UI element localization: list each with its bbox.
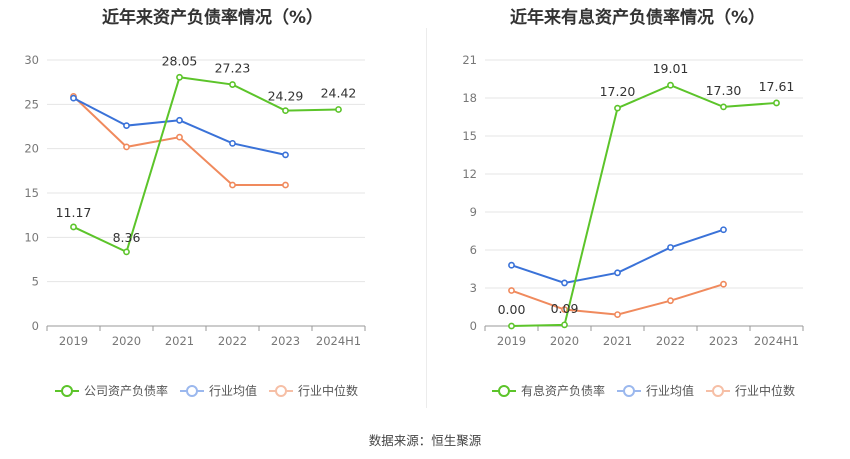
x-tick-label: 2022 <box>218 334 247 348</box>
data-point[interactable] <box>561 306 568 313</box>
data-point[interactable] <box>667 81 674 89</box>
data-label: 0.09 <box>551 301 579 316</box>
x-tick-label: 2020 <box>550 334 579 348</box>
series-line <box>73 76 339 254</box>
legend-left: 公司资产负债率 行业均值 行业中位数 <box>55 382 370 399</box>
chart-divider <box>426 28 427 408</box>
data-point[interactable] <box>229 181 236 189</box>
data-point[interactable] <box>70 223 77 231</box>
y-tick-label: 9 <box>470 205 477 219</box>
x-tick-label: 2019 <box>59 334 88 348</box>
y-tick-label: 6 <box>470 243 477 257</box>
y-tick-label: 21 <box>462 53 477 67</box>
legend-symbol-blue <box>180 384 205 397</box>
data-source: 数据来源：恒生聚源 <box>368 433 482 448</box>
x-tick-label: 2020 <box>112 334 141 348</box>
x-tick-label: 2024H1 <box>316 334 361 348</box>
data-point[interactable] <box>508 322 515 330</box>
legend-item-company-debt-ratio[interactable]: 公司资产负债率 <box>55 382 168 399</box>
data-label: 19.01 <box>653 61 689 76</box>
chart-title-right: 近年来有息资产负债率情况（%） <box>509 8 766 28</box>
legend-symbol-orange <box>706 384 731 397</box>
data-point[interactable] <box>773 99 780 107</box>
y-tick-label: 25 <box>24 97 39 111</box>
y-tick-label: 15 <box>462 129 477 143</box>
y-tick-label: 20 <box>24 142 39 156</box>
data-point[interactable] <box>508 261 515 269</box>
x-tick-label: 2024H1 <box>754 334 799 348</box>
legend-item-interest-debt-ratio[interactable]: 有息资产负债率 <box>492 382 605 399</box>
legend-label: 行业中位数 <box>298 384 359 398</box>
data-point[interactable] <box>720 226 727 234</box>
data-point[interactable] <box>123 248 130 256</box>
legend-symbol-orange <box>269 384 294 397</box>
y-tick-label: 15 <box>24 186 39 200</box>
data-point[interactable] <box>614 104 621 112</box>
data-point[interactable] <box>282 151 289 159</box>
legend-label: 行业均值 <box>209 384 258 398</box>
data-point[interactable] <box>561 279 568 287</box>
legend-label: 行业中位数 <box>735 384 796 398</box>
data-point[interactable] <box>720 280 727 288</box>
data-label: 28.05 <box>162 53 198 68</box>
legend-item-industry-median[interactable]: 行业中位数 <box>269 382 358 399</box>
y-tick-label: 18 <box>462 91 477 105</box>
data-point[interactable] <box>229 81 236 88</box>
data-label: 27.23 <box>215 61 251 76</box>
data-point[interactable] <box>229 139 236 147</box>
data-point[interactable] <box>667 297 674 305</box>
series-line <box>511 84 777 327</box>
data-point[interactable] <box>561 321 568 329</box>
data-point[interactable] <box>176 73 183 81</box>
y-tick-label: 10 <box>24 230 39 244</box>
data-point[interactable] <box>614 311 621 318</box>
legend-item-industry-avg[interactable]: 行业均值 <box>617 382 694 399</box>
y-tick-label: 12 <box>462 167 477 181</box>
data-label: 17.20 <box>600 84 636 99</box>
x-tick-label: 2021 <box>603 334 632 348</box>
x-tick-label: 2019 <box>497 334 526 348</box>
data-point[interactable] <box>123 143 130 151</box>
data-point[interactable] <box>176 133 183 141</box>
data-label: 0.00 <box>498 302 526 317</box>
data-point[interactable] <box>667 244 674 251</box>
chart-plot-left: 0 5 10 15 20 25 30 2019 2020 2021 2022 2023 2024H1 11… <box>24 53 366 348</box>
y-tick-label: 5 <box>32 275 39 289</box>
legend-symbol-green <box>492 384 516 397</box>
data-point[interactable] <box>335 106 342 113</box>
data-point[interactable] <box>282 107 289 115</box>
legend-item-industry-median[interactable]: 行业中位数 <box>706 382 795 399</box>
data-point[interactable] <box>720 103 727 111</box>
data-point[interactable] <box>123 122 130 130</box>
data-point[interactable] <box>70 94 77 102</box>
chart-plot-right: 0 3 6 9 12 15 18 21 2019 2020 2021 2022 2023 2024H1 0.… <box>462 53 804 348</box>
legend-label: 有息资产负债率 <box>521 384 606 398</box>
y-tick-label: 0 <box>32 319 39 333</box>
x-tick-label: 2021 <box>165 334 194 348</box>
x-tick-label: 2023 <box>709 334 738 348</box>
y-tick-label: 30 <box>24 53 39 67</box>
legend-right: 有息资产负债率 行业均值 行业中位数 <box>492 382 807 399</box>
data-label: 17.61 <box>759 79 795 94</box>
data-label: 24.29 <box>268 89 304 104</box>
x-tick-label: 2022 <box>656 334 685 348</box>
legend-label: 行业均值 <box>646 384 695 398</box>
y-tick-label: 0 <box>470 319 477 333</box>
chart-title-left: 近年来资产负债率情况（%） <box>101 8 324 28</box>
series-line <box>511 283 724 316</box>
data-point[interactable] <box>282 181 289 189</box>
data-label: 8.36 <box>113 230 141 245</box>
data-point[interactable] <box>508 287 515 294</box>
data-label: 17.30 <box>706 83 742 98</box>
data-label: 24.42 <box>321 85 357 100</box>
legend-symbol-green <box>55 384 79 397</box>
data-label: 11.17 <box>56 205 92 220</box>
data-point[interactable] <box>176 116 183 124</box>
x-tick-label: 2023 <box>271 334 300 348</box>
data-point[interactable] <box>614 269 621 277</box>
legend-item-industry-avg[interactable]: 行业均值 <box>180 382 257 399</box>
y-tick-label: 3 <box>470 281 477 295</box>
legend-label: 公司资产负债率 <box>84 384 169 398</box>
legend-symbol-blue <box>617 384 642 397</box>
